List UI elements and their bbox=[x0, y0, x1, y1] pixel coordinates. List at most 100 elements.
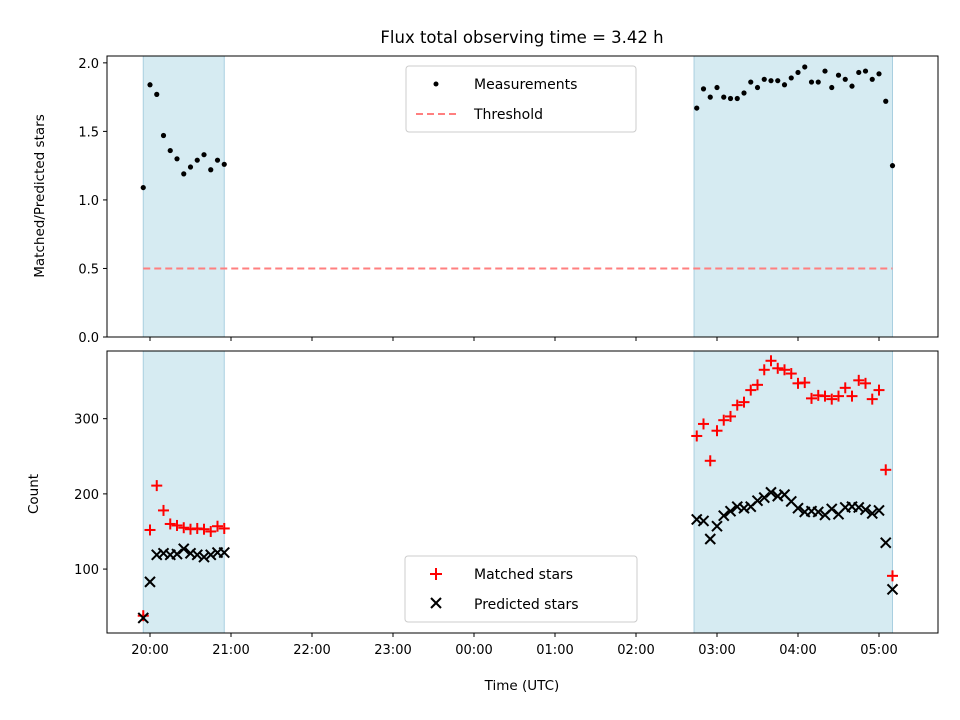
measurement-point bbox=[700, 86, 707, 92]
measurement-point bbox=[781, 82, 788, 88]
matched-star-point bbox=[745, 384, 757, 396]
measurement-point bbox=[822, 68, 828, 74]
measurement-point bbox=[748, 79, 754, 85]
measurement-point bbox=[775, 78, 781, 84]
top-y-tick-label: 0.0 bbox=[78, 331, 99, 346]
top-legend-box bbox=[405, 65, 637, 133]
measurement-point bbox=[876, 71, 882, 77]
measurement-point bbox=[167, 147, 173, 154]
predicted-star-point bbox=[157, 547, 170, 559]
measurement-point bbox=[707, 94, 713, 100]
legend-predicted-label: Predicted stars bbox=[474, 597, 579, 613]
x-tick-label: 02:00 bbox=[617, 643, 654, 658]
top-y-tick-label: 0.5 bbox=[78, 262, 99, 277]
matched-star-point bbox=[853, 374, 865, 386]
measurement-point bbox=[856, 69, 862, 76]
matched-star-point bbox=[198, 523, 210, 535]
measurement-point bbox=[181, 171, 187, 177]
measurement-point bbox=[208, 167, 214, 173]
predicted-star-point bbox=[178, 543, 190, 555]
predicted-star-point bbox=[144, 576, 156, 588]
bottom-legend: Matched stars Predicted stars bbox=[404, 555, 638, 623]
legend-predicted-marker bbox=[430, 597, 442, 609]
predicted-star-point bbox=[772, 490, 784, 502]
matched-star-point bbox=[218, 522, 230, 534]
matched-star-point bbox=[205, 525, 217, 537]
matched-star-point bbox=[178, 522, 190, 534]
top-y-tick-label: 1.0 bbox=[78, 194, 99, 209]
matched-star-point bbox=[704, 455, 716, 467]
predicted-star-point bbox=[812, 506, 824, 518]
measurement-point bbox=[802, 64, 808, 70]
top-plot-frame bbox=[106, 55, 939, 338]
matched-star-point bbox=[765, 355, 777, 367]
x-tick-label: 00:00 bbox=[455, 643, 492, 658]
measurement-point bbox=[154, 91, 160, 97]
matched-star-point bbox=[860, 377, 871, 389]
matched-star-point bbox=[758, 364, 770, 376]
x-tick-label: 20:00 bbox=[131, 643, 168, 658]
x-tick-label: 01:00 bbox=[536, 643, 573, 658]
matched-star-point bbox=[785, 368, 797, 380]
matched-star-point bbox=[846, 390, 858, 402]
x-axis-label: Time (UTC) bbox=[484, 678, 560, 694]
measurement-point bbox=[842, 76, 848, 82]
measurement-point bbox=[147, 82, 153, 88]
measurement-point bbox=[187, 164, 194, 170]
x-tick-label: 21:00 bbox=[212, 643, 249, 658]
measurement-point bbox=[214, 157, 221, 163]
matched-star-point bbox=[826, 393, 838, 405]
matched-star-point bbox=[691, 430, 703, 442]
matched-star-point bbox=[866, 393, 878, 405]
matched-star-point bbox=[158, 504, 169, 516]
predicted-star-point bbox=[765, 486, 777, 499]
bottom-y-tick-label: 200 bbox=[74, 488, 99, 503]
predicted-star-point bbox=[792, 502, 804, 514]
top-panel: 0.00.51.01.52.0 Matched/Predicted stars … bbox=[32, 55, 939, 346]
measurement-point bbox=[768, 78, 774, 84]
observing-window-2 bbox=[693, 55, 893, 338]
predicted-star-point bbox=[826, 503, 838, 515]
predicted-star-point bbox=[853, 501, 865, 514]
measurement-point bbox=[869, 76, 875, 82]
matched-star-point bbox=[819, 390, 831, 402]
predicted-star-point bbox=[697, 515, 710, 527]
measurement-point bbox=[221, 161, 227, 167]
top-y-axis-label: Matched/Predicted stars bbox=[32, 114, 48, 277]
predicted-star-point bbox=[171, 548, 183, 560]
matched-star-point bbox=[738, 396, 750, 408]
matched-star-point bbox=[698, 418, 709, 430]
predicted-star-point bbox=[205, 549, 217, 561]
measurement-point bbox=[140, 184, 146, 191]
predicted-star-point bbox=[718, 509, 730, 522]
predicted-star-point bbox=[691, 513, 703, 526]
matched-star-point bbox=[833, 390, 844, 402]
measurement-point bbox=[201, 152, 207, 158]
predicted-star-point bbox=[866, 507, 878, 520]
matched-star-point bbox=[151, 480, 163, 492]
matched-star-point bbox=[873, 384, 885, 396]
measurement-point bbox=[160, 132, 167, 139]
matched-star-point bbox=[779, 364, 790, 376]
chart-title: Flux total observing time = 3.42 h bbox=[380, 28, 663, 47]
bottom-legend-box bbox=[404, 555, 638, 623]
measurement-point bbox=[829, 84, 835, 91]
measurement-point bbox=[194, 157, 200, 163]
matched-star-point bbox=[171, 519, 183, 531]
matched-star-point bbox=[887, 570, 898, 582]
measurement-point bbox=[734, 95, 740, 102]
bottom-y-tick-label: 300 bbox=[74, 413, 99, 428]
legend-matched-label: Matched stars bbox=[474, 567, 573, 583]
predicted-star-point bbox=[137, 612, 149, 624]
top-legend: Measurements Threshold bbox=[405, 65, 637, 133]
measurement-point bbox=[741, 90, 747, 96]
predicted-star-point bbox=[738, 502, 750, 514]
measurement-point bbox=[761, 76, 767, 82]
measurement-point bbox=[174, 156, 180, 162]
legend-measurements-label: Measurements bbox=[474, 77, 577, 93]
predicted-star-point bbox=[711, 520, 723, 532]
bottom-panel: 100 200 300 20:00 21:00 22:00 23:00 00:00 01:00… bbox=[26, 350, 939, 694]
predicted-star-point bbox=[758, 491, 770, 504]
measurement-point bbox=[694, 105, 700, 111]
